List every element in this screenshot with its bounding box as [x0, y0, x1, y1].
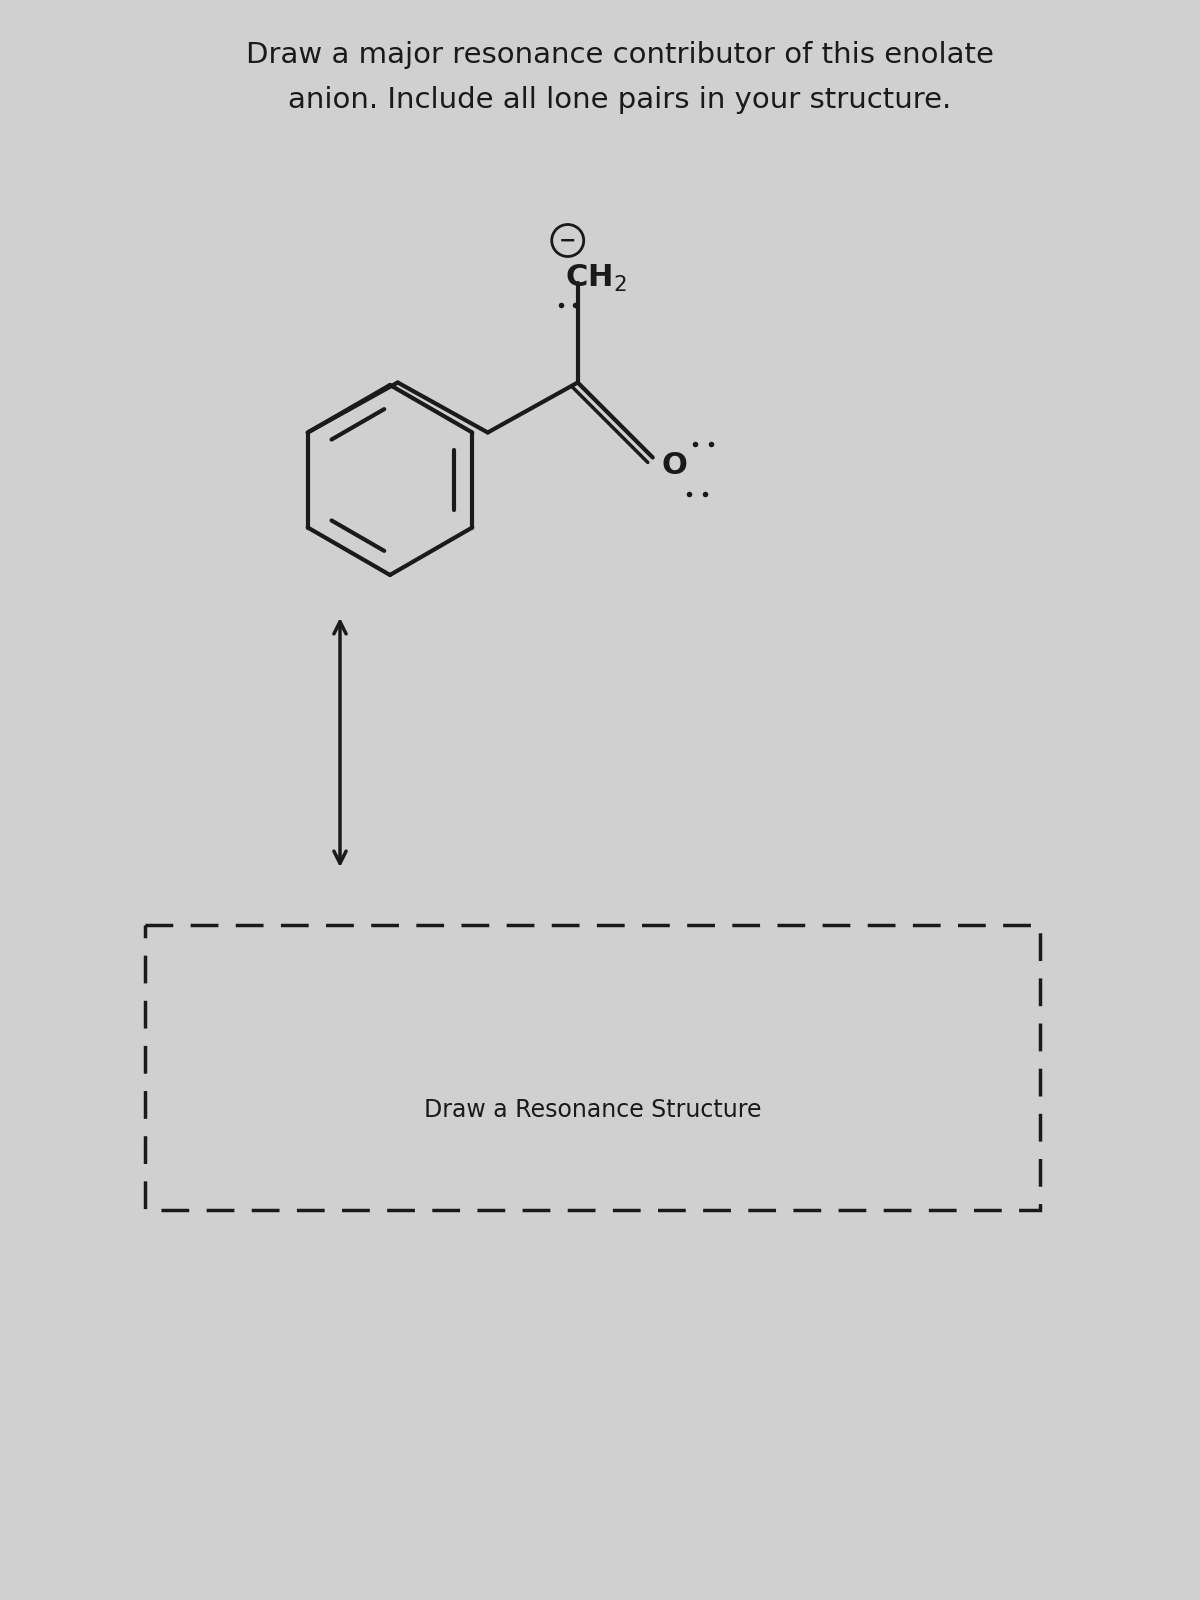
Text: O: O — [661, 451, 688, 480]
Text: −: − — [559, 230, 576, 251]
Text: CH$_2$: CH$_2$ — [565, 262, 626, 294]
Text: Draw a major resonance contributor of this enolate: Draw a major resonance contributor of th… — [246, 42, 994, 69]
Text: Draw a Resonance Structure: Draw a Resonance Structure — [424, 1098, 761, 1122]
Text: anion. Include all lone pairs in your structure.: anion. Include all lone pairs in your st… — [288, 86, 952, 114]
